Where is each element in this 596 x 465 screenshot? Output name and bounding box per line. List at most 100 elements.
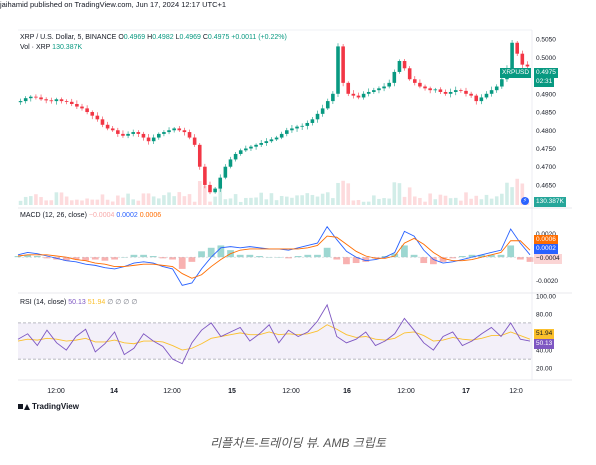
candle-body [413, 79, 417, 83]
volume-bar [474, 195, 479, 205]
volume-bar [336, 182, 340, 205]
volume-bar [182, 196, 187, 205]
rsi-ma-badge: 51.94 [534, 329, 555, 339]
candle-body [44, 99, 48, 101]
price-tick-label: 0.4650 [536, 182, 556, 189]
volume-bar [59, 192, 64, 205]
price-legend[interactable]: XRP / U.S. Dollar, 5, BINANCE O0.4969 H0… [20, 34, 287, 41]
candle-body [356, 95, 361, 98]
volume-legend[interactable]: Vol · XRP 130.387K [20, 44, 82, 51]
volume-badge: 130.387K [534, 197, 566, 207]
volume-bar [244, 197, 248, 205]
volume-bar [85, 198, 89, 205]
volume-bar [64, 196, 69, 205]
macd-hist-bar [410, 254, 418, 258]
candle-body [469, 93, 473, 96]
volume-bar [459, 200, 463, 205]
volume-bar [428, 193, 432, 205]
volume-bar [105, 199, 110, 205]
volume-bar [274, 200, 279, 205]
ohlc-change: +0.0011 (+0.22%) [231, 34, 287, 41]
volume-bar [453, 197, 458, 205]
candle-body [182, 130, 187, 133]
candle-body [382, 86, 386, 89]
macd-tick-label: 0.0020 [536, 231, 556, 238]
candle-body [500, 79, 504, 87]
candle-body [136, 132, 141, 134]
candle-body [90, 112, 95, 116]
macd-hist-bar [420, 257, 428, 264]
volume-bar [402, 196, 407, 205]
macd-hist-bar [458, 256, 466, 258]
rsi-title: RSI (14, close) [20, 299, 67, 306]
macd-hist-bar [91, 257, 99, 260]
candle-body [366, 91, 371, 94]
tradingview-logo-icon [18, 403, 30, 410]
ohlc-low-label: L [175, 34, 180, 41]
candle-body [34, 96, 38, 98]
macd-legend[interactable]: MACD (12, 26, close) −0.0004 0.0002 0.00… [20, 212, 161, 219]
volume-bar [397, 183, 402, 205]
volume-bar [500, 193, 504, 205]
volume-bar [197, 181, 202, 205]
volume-bar [341, 180, 345, 205]
volume-bar [443, 195, 448, 205]
time-tick-label: 15 [228, 388, 236, 395]
candle-body [525, 64, 530, 67]
time-tick-label: 16 [343, 388, 351, 395]
ohlc-open-label: O [118, 34, 124, 41]
volume-bar [489, 198, 494, 205]
volume-bar [494, 196, 499, 205]
macd-badge: 0.0002 [534, 244, 558, 254]
rsi-legend[interactable]: RSI (14, close) 50.13 51.94 ∅ ∅ ∅ ∅ [20, 298, 137, 306]
macd-hist-bar [352, 257, 360, 264]
volume-bar [423, 201, 427, 205]
candle-body [203, 166, 207, 185]
candle-body [448, 91, 453, 94]
volume-bar [484, 194, 489, 205]
candle-body [244, 148, 248, 151]
macd-hist-bar [236, 254, 244, 258]
time-tick-label: 12:0 [509, 388, 523, 395]
macd-hist-bar [140, 254, 147, 258]
volume-bar [172, 196, 176, 205]
candle-body [254, 144, 258, 147]
volume-bar [264, 199, 269, 205]
tradingview-logo[interactable]: TradingView [18, 402, 79, 411]
candle-body [85, 108, 89, 113]
rsi-tick-label: 20.00 [536, 366, 553, 373]
ohlc-close-label: C [202, 34, 208, 41]
price-panel[interactable]: 0.50500.50000.49500.49000.48500.48000.47… [18, 29, 556, 208]
price-tick-label: 0.5000 [536, 55, 556, 62]
volume-bar [121, 197, 125, 205]
volume-label: Vol · XRP [20, 44, 51, 51]
volume-bar [18, 200, 23, 205]
macd-hist-bar [62, 257, 70, 261]
price-tick-label: 0.4750 [536, 146, 556, 153]
candle-body [151, 137, 156, 142]
volume-bar [49, 200, 54, 205]
lightning-icon[interactable]: ⚡ [521, 197, 529, 205]
volume-bar [131, 199, 135, 205]
price-title: XRP / U.S. Dollar, 5, BINANCE [20, 34, 117, 41]
time-tick-label: 12:00 [47, 388, 65, 395]
volume-bar [438, 194, 443, 205]
image-caption: 리플차트-트레이딩 뷰. AMB 크립토 [210, 436, 386, 450]
candle-body [459, 90, 463, 91]
macd-hist-bar [362, 257, 370, 262]
rsi-line [17, 303, 531, 365]
candle-body [494, 86, 499, 91]
chart-canvas[interactable]: 0.50500.50000.49500.49000.48500.48000.47… [0, 0, 596, 420]
candle-body [233, 153, 238, 160]
macd-hist-bar [323, 247, 331, 258]
volume-bar [290, 197, 294, 205]
volume-bar [29, 196, 33, 205]
macd-hist-bar [285, 257, 292, 259]
candle-body [295, 126, 299, 129]
macd-hist-bar [478, 254, 486, 258]
rsi-tick-label: 40.00 [536, 348, 553, 355]
candle-body [428, 88, 432, 91]
candle-body [167, 130, 171, 133]
